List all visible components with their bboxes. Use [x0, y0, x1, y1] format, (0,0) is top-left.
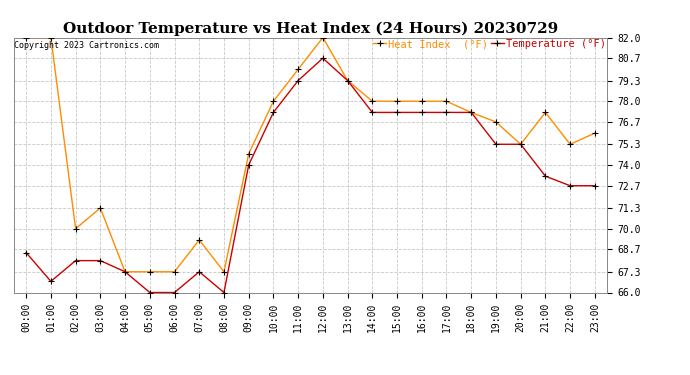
Heat Index  (°F) — [22, 35, 30, 40]
Temperature (°F) — [368, 110, 377, 115]
Temperature (°F) — [220, 290, 228, 295]
Temperature (°F) — [319, 56, 327, 60]
Temperature (°F) — [195, 270, 204, 274]
Heat Index  (°F) — [442, 99, 451, 104]
Heat Index  (°F) — [492, 120, 500, 124]
Temperature (°F) — [244, 163, 253, 167]
Heat Index  (°F) — [96, 206, 104, 210]
Temperature (°F) — [72, 258, 80, 263]
Temperature (°F) — [146, 290, 154, 295]
Temperature (°F) — [294, 78, 302, 83]
Heat Index  (°F) — [417, 99, 426, 104]
Text: Copyright 2023 Cartronics.com: Copyright 2023 Cartronics.com — [14, 41, 159, 50]
Temperature (°F) — [566, 183, 574, 188]
Heat Index  (°F) — [195, 238, 204, 242]
Temperature (°F) — [517, 142, 525, 147]
Heat Index  (°F) — [244, 152, 253, 156]
Heat Index  (°F) — [467, 110, 475, 115]
Temperature (°F) — [393, 110, 401, 115]
Temperature (°F) — [47, 279, 55, 284]
Legend: Heat Index  (°F), Temperature (°F): Heat Index (°F), Temperature (°F) — [373, 39, 606, 49]
Temperature (°F) — [22, 251, 30, 255]
Line: Heat Index  (°F): Heat Index (°F) — [23, 35, 598, 274]
Title: Outdoor Temperature vs Heat Index (24 Hours) 20230729: Outdoor Temperature vs Heat Index (24 Ho… — [63, 22, 558, 36]
Heat Index  (°F) — [170, 270, 179, 274]
Temperature (°F) — [541, 174, 549, 178]
Temperature (°F) — [170, 290, 179, 295]
Heat Index  (°F) — [541, 110, 549, 115]
Temperature (°F) — [121, 270, 129, 274]
Heat Index  (°F) — [47, 35, 55, 40]
Heat Index  (°F) — [368, 99, 377, 104]
Heat Index  (°F) — [566, 142, 574, 147]
Heat Index  (°F) — [591, 131, 599, 135]
Heat Index  (°F) — [294, 67, 302, 72]
Line: Temperature (°F): Temperature (°F) — [23, 56, 598, 295]
Heat Index  (°F) — [319, 35, 327, 40]
Temperature (°F) — [442, 110, 451, 115]
Temperature (°F) — [269, 110, 277, 115]
Temperature (°F) — [96, 258, 104, 263]
Heat Index  (°F) — [393, 99, 401, 104]
Temperature (°F) — [344, 78, 352, 83]
Heat Index  (°F) — [344, 78, 352, 83]
Heat Index  (°F) — [72, 226, 80, 231]
Heat Index  (°F) — [517, 142, 525, 147]
Heat Index  (°F) — [220, 270, 228, 274]
Heat Index  (°F) — [269, 99, 277, 104]
Temperature (°F) — [467, 110, 475, 115]
Heat Index  (°F) — [121, 270, 129, 274]
Temperature (°F) — [417, 110, 426, 115]
Temperature (°F) — [591, 183, 599, 188]
Temperature (°F) — [492, 142, 500, 147]
Heat Index  (°F) — [146, 270, 154, 274]
